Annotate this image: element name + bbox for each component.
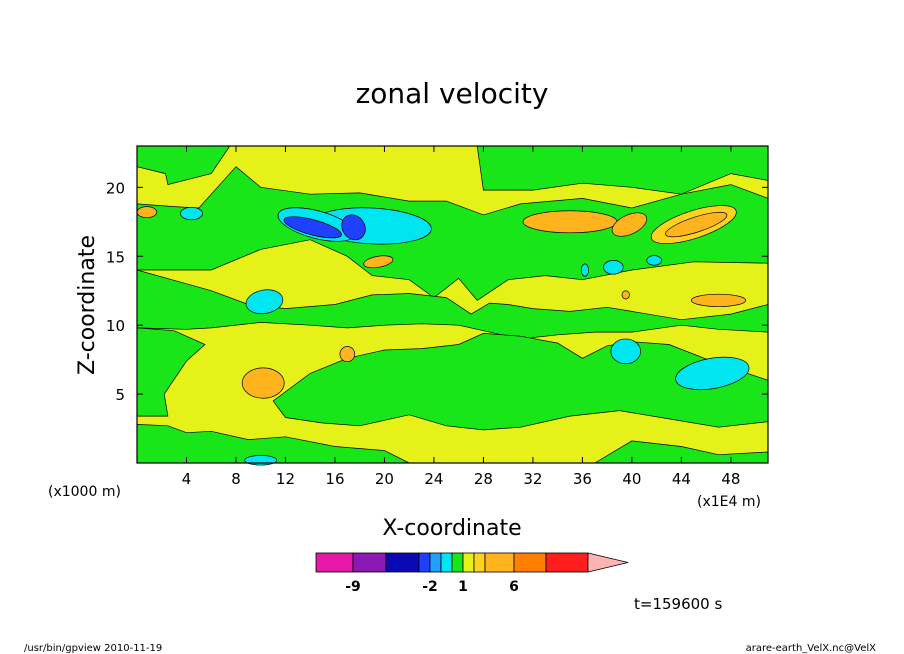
region-orange-small-c (621, 290, 630, 300)
x-tick-label: 28 (474, 470, 493, 488)
region-cyan-mid-left (245, 289, 284, 315)
x-axis-ticks: 4 8 12 16 20 24 28 32 36 40 44 48 (182, 146, 740, 488)
contour-fields (136, 145, 769, 466)
x-tick-label: 16 (325, 470, 344, 488)
region-cyan-bottom (244, 455, 278, 466)
x-tick-label: 44 (672, 470, 691, 488)
x-tick-label: 24 (424, 470, 443, 488)
colorbar-swatch (473, 552, 486, 573)
region-cyan-mid-right (610, 338, 641, 365)
y-tick-label: 15 (106, 248, 125, 266)
colorbar-tick-label: -9 (345, 579, 361, 595)
x-tick-label: 40 (622, 470, 641, 488)
footer-left: /usr/bin/gpview 2010-11-19 (24, 643, 162, 654)
y-tick-label: 20 (106, 179, 125, 197)
colorbar-tick-label: 6 (509, 579, 519, 595)
colorbar (315, 552, 629, 573)
y-axis-label: Z-coordinate (75, 235, 100, 375)
region-cyan-small-d (646, 255, 662, 266)
x-tick-label: 32 (523, 470, 542, 488)
region-blue-core-b (341, 214, 366, 241)
colorbar-swatch (513, 552, 547, 573)
region-orange-small-a (339, 346, 356, 363)
colorbar-swatch (315, 552, 354, 573)
x-tick-label: 20 (375, 470, 394, 488)
colorbar-swatch (545, 552, 589, 573)
time-label: t=159600 s (634, 595, 722, 613)
x-tick-label: 12 (276, 470, 295, 488)
region-orange-lower-left (241, 367, 285, 399)
region-orange-edge (136, 206, 158, 219)
colorbar-tick-label: -2 (422, 579, 438, 595)
colorbar-tick-labels: -9 -2 1 6 (345, 579, 519, 595)
colorbar-arrow (587, 552, 629, 573)
region-orange-right (690, 293, 747, 307)
colorbar-swatch (484, 552, 515, 573)
region-green-left-lower (136, 327, 206, 417)
colorbar-swatch (418, 552, 431, 573)
colorbar-swatch (440, 552, 453, 573)
y-tick-label: 10 (106, 317, 125, 335)
y-axis-unit: (x1000 m) (48, 484, 121, 500)
plot-frame (136, 145, 769, 464)
x-tick-label: 36 (573, 470, 592, 488)
region-orange-core-b (665, 211, 728, 238)
region-cyan-small-c (580, 263, 589, 277)
colorbar-swatch (352, 552, 387, 573)
region-orange-core-c (611, 212, 648, 237)
chart-title: zonal velocity (356, 77, 549, 110)
region-blue-core-a (283, 216, 342, 239)
x-tick-label: 8 (231, 470, 241, 488)
region-cyan-lower-right (675, 356, 750, 391)
y-axis-ticks: 5 10 15 20 (106, 179, 768, 404)
region-orange-core-a (522, 210, 618, 234)
colorbar-swatch (385, 552, 420, 573)
region-cyan-small-b (603, 260, 624, 275)
x-tick-label: 48 (721, 470, 740, 488)
x-tick-label: 4 (182, 470, 192, 488)
region-cyan-small-a (179, 206, 203, 221)
x-axis-unit: (x1E4 m) (697, 494, 761, 510)
colorbar-swatch (429, 552, 442, 573)
y-tick-label: 5 (115, 386, 125, 404)
x-axis-label: X-coordinate (382, 516, 521, 541)
colorbar-tick-label: 1 (458, 579, 468, 595)
colorbar-swatch (462, 552, 475, 573)
footer-right: arare-earth_VelX.nc@VelX (746, 643, 877, 654)
colorbar-swatch (451, 552, 464, 573)
region-orange-small-b (363, 255, 394, 269)
